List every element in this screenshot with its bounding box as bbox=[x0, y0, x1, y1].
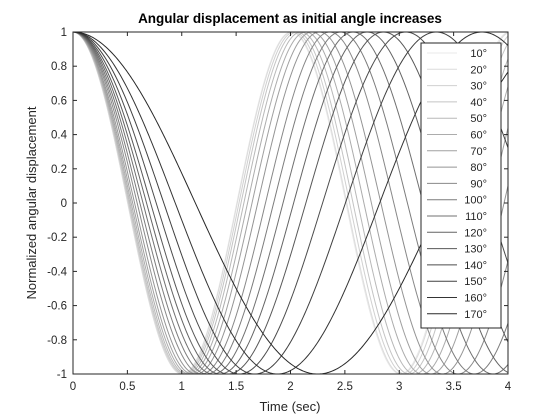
legend-box bbox=[420, 42, 502, 329]
y-tick-label: -0.8 bbox=[47, 335, 67, 347]
axes: 0 0.5 1 1.5 2 2.5 3 3.5 4 -1 -0.8 -0.6 -0.4 -0.2 0 0.2 0… bbox=[47, 27, 512, 393]
legend-label-100: 100° bbox=[464, 195, 487, 207]
x-tick-label: 2.5 bbox=[337, 381, 353, 393]
x-tick-label: 4 bbox=[505, 381, 512, 393]
chart-title: Angular displacement as initial angle in… bbox=[138, 11, 442, 26]
x-tick-label: 0 bbox=[70, 381, 76, 393]
series-line-70 bbox=[73, 32, 508, 374]
x-tick-label: 3 bbox=[396, 381, 402, 393]
x-tick-label: 0.5 bbox=[119, 381, 135, 393]
series-line-80 bbox=[73, 32, 508, 374]
y-tick-label: -0.6 bbox=[47, 301, 67, 313]
legend-label-20: 20° bbox=[470, 64, 487, 76]
legend-label-130: 130° bbox=[464, 244, 487, 256]
legend-label-120: 120° bbox=[464, 227, 487, 239]
y-tick-label: -0.4 bbox=[47, 266, 67, 278]
y-tick-label: 0.6 bbox=[51, 95, 67, 107]
legend-label-140: 140° bbox=[464, 260, 487, 272]
legend-label-110: 110° bbox=[465, 211, 487, 223]
legend: 10° 20° 30° 40° 50° 60° 70° 80° 90° 100° 110° 120° 1… bbox=[420, 42, 502, 329]
legend-label-30: 30° bbox=[470, 81, 487, 93]
legend-label-50: 50° bbox=[470, 113, 487, 125]
legend-label-40: 40° bbox=[470, 97, 487, 109]
y-tick-label: 0.8 bbox=[51, 61, 67, 73]
legend-label-150: 150° bbox=[464, 276, 487, 288]
legend-label-90: 90° bbox=[470, 178, 487, 190]
series-line-90 bbox=[73, 32, 508, 374]
legend-label-60: 60° bbox=[470, 130, 487, 142]
x-axis-label: Time (sec) bbox=[260, 399, 321, 414]
y-tick-label: 1 bbox=[61, 27, 67, 39]
y-tick-label: -0.2 bbox=[47, 232, 67, 244]
x-tick-label: 2 bbox=[287, 381, 293, 393]
x-tick-label: 1.5 bbox=[228, 381, 244, 393]
legend-label-10: 10° bbox=[470, 48, 487, 60]
y-tick-label: -1 bbox=[57, 369, 67, 381]
y-tick-label: 0.4 bbox=[51, 130, 68, 142]
legend-label-160: 160° bbox=[464, 293, 487, 305]
legend-label-80: 80° bbox=[470, 162, 487, 174]
legend-label-70: 70° bbox=[470, 146, 487, 158]
y-tick-label: 0 bbox=[61, 198, 67, 210]
series-line-60 bbox=[73, 32, 508, 374]
y-axis-label: Normalized angular displacement bbox=[24, 106, 39, 299]
y-tick-label: 0.2 bbox=[51, 164, 67, 176]
series-line-50 bbox=[73, 32, 508, 374]
legend-label-170: 170° bbox=[464, 309, 487, 321]
x-tick-label: 3.5 bbox=[446, 381, 462, 393]
x-tick-label: 1 bbox=[179, 381, 185, 393]
